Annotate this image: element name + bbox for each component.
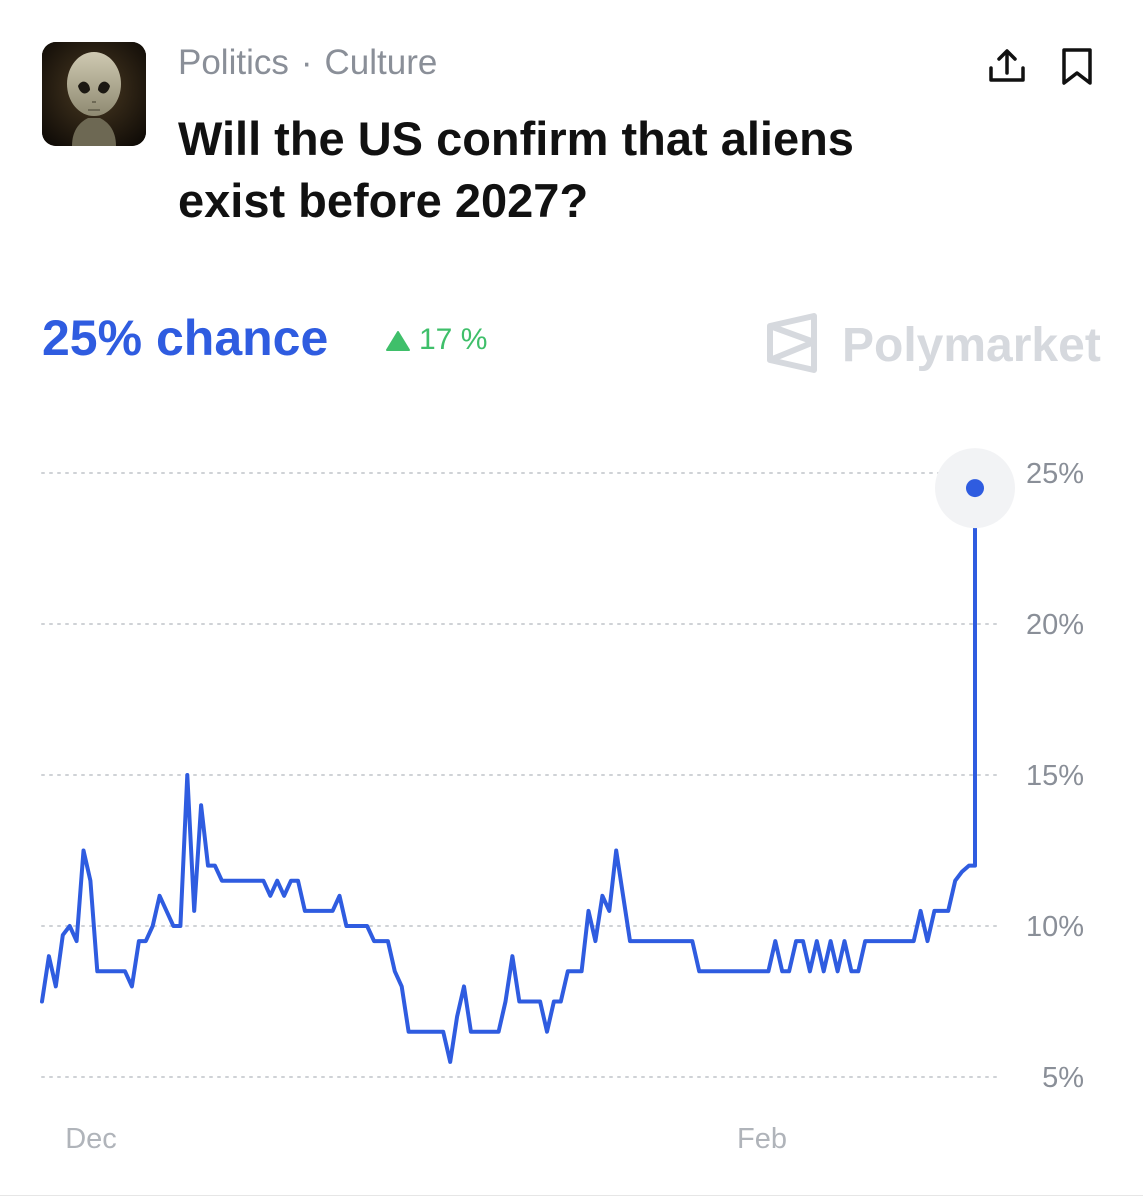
change-value: 17 % — [419, 323, 488, 356]
y-tick-label: 5% — [1042, 1062, 1084, 1094]
last-point-marker — [966, 479, 984, 498]
chance-value: 25% chance — [42, 310, 329, 366]
x-tick-label: Dec — [65, 1123, 117, 1155]
category-row: Politics · Culture — [178, 42, 437, 84]
market-title: Will the US confirm that aliens exist be… — [178, 112, 854, 227]
y-tick-label: 25% — [1026, 458, 1084, 490]
bookmark-button[interactable] — [1055, 44, 1099, 88]
market-thumbnail — [42, 42, 146, 146]
category-culture[interactable]: Culture — [324, 43, 438, 82]
polymarket-icon — [767, 313, 817, 373]
category-separator: · — [300, 43, 313, 82]
change-indicator: 17 % — [385, 322, 487, 358]
price-chart: 25% 20% 15% 10% 5% Dec Feb — [40, 448, 1084, 1155]
price-line — [40, 486, 977, 1064]
bookmark-icon — [1062, 48, 1092, 85]
y-tick-label: 10% — [1026, 911, 1084, 943]
category-politics[interactable]: Politics — [178, 43, 289, 82]
y-tick-label: 15% — [1026, 760, 1084, 792]
bottom-divider — [0, 1195, 1143, 1196]
x-tick-label: Feb — [737, 1123, 787, 1155]
triangle-up-icon — [386, 331, 410, 352]
share-icon — [989, 49, 1025, 82]
polymarket-logo: Polymarket — [764, 312, 1101, 376]
share-button[interactable] — [985, 44, 1029, 88]
brand-name: Polymarket — [842, 319, 1101, 372]
y-tick-label: 20% — [1026, 609, 1084, 641]
